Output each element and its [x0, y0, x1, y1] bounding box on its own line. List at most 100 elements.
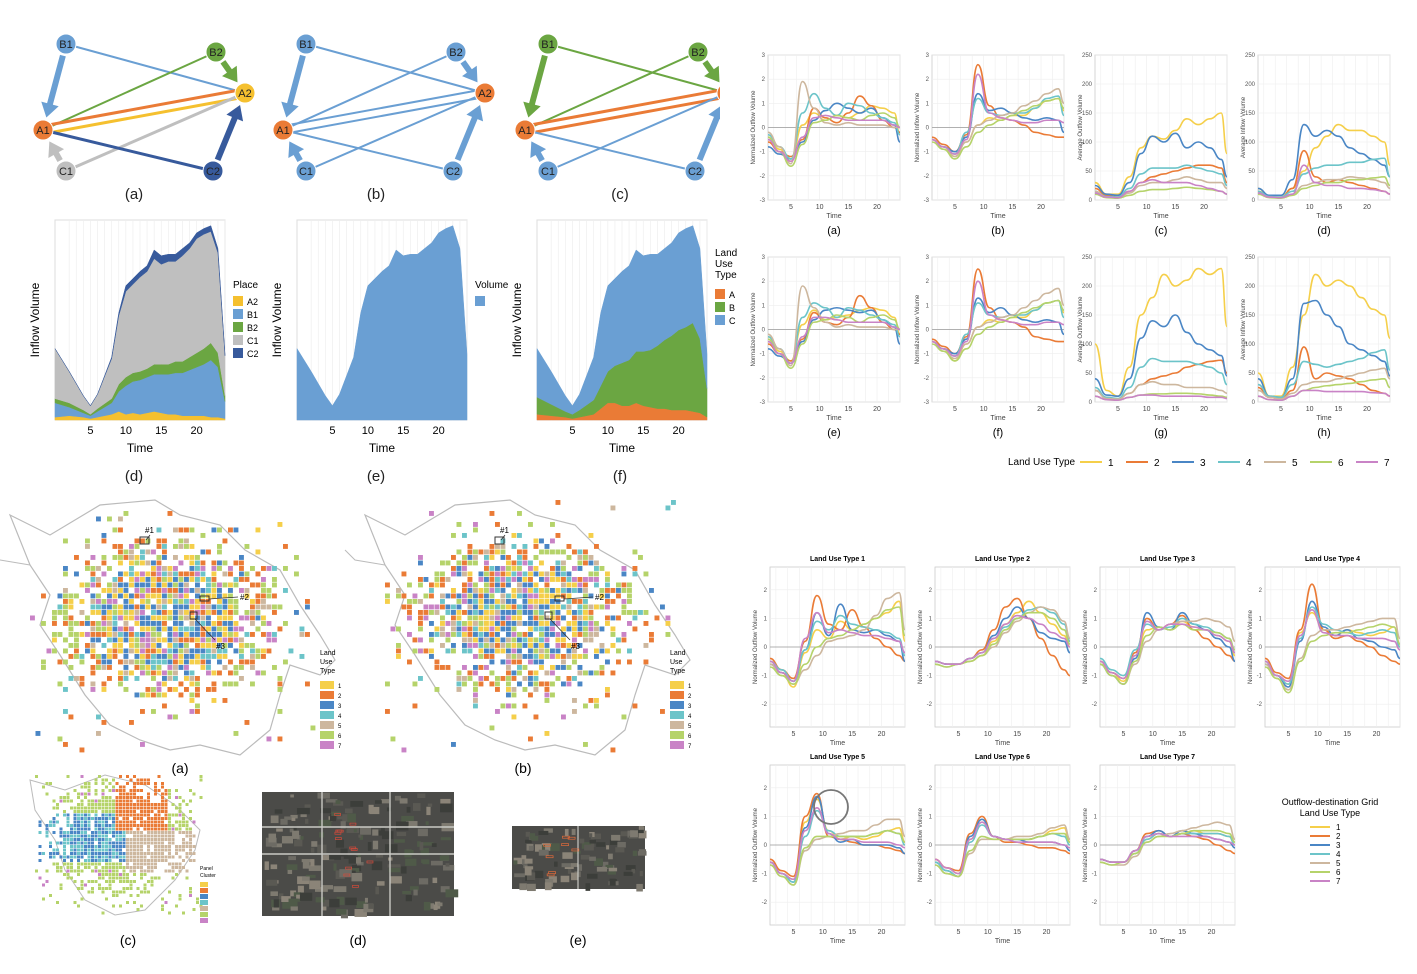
map-cell [233, 610, 239, 615]
cluster-cell [126, 806, 129, 810]
map-cell [533, 681, 539, 687]
map-cell [228, 588, 233, 593]
map-cell [550, 522, 555, 527]
y-tick-label: 50 [1248, 169, 1255, 175]
cluster-cell [143, 887, 147, 890]
map-cell [445, 593, 451, 599]
satellite-block [325, 799, 338, 803]
map-cell [79, 582, 85, 588]
map-cell [272, 637, 277, 643]
cluster-cell [80, 827, 84, 831]
map-cell [544, 544, 550, 549]
map-cell [206, 626, 211, 632]
map-cell [517, 571, 522, 577]
map-cell [583, 648, 588, 654]
map-cell [134, 621, 140, 626]
map-cell [299, 632, 305, 637]
map-cell [627, 599, 632, 604]
y-tick-label: 0 [764, 645, 768, 651]
map-cell [456, 571, 462, 577]
map-cell [96, 632, 101, 637]
map-cell [583, 549, 588, 555]
cluster-cell [140, 838, 143, 841]
map-cell [605, 604, 610, 610]
x-tick-label: 5 [87, 425, 93, 437]
map-cell [189, 621, 195, 626]
map-cell [440, 626, 445, 632]
map-cell [173, 670, 178, 676]
legend-swatch [200, 906, 208, 911]
cluster-cell [112, 820, 115, 824]
map-cell [178, 615, 184, 621]
map-cell [643, 643, 649, 648]
cluster-cell [122, 834, 126, 838]
network-edge [547, 43, 720, 93]
cluster-cell [94, 806, 98, 810]
network-arrowhead [281, 101, 299, 118]
map-cell [277, 604, 283, 610]
map-cell [605, 659, 610, 665]
satellite-block [608, 867, 618, 872]
cluster-cell [171, 803, 175, 806]
cluster-cell [63, 855, 66, 859]
map-cell [561, 714, 566, 720]
cluster-cell [80, 806, 84, 810]
cluster-cell [150, 817, 154, 820]
cluster-cell [63, 841, 66, 845]
map-cell [63, 538, 68, 544]
line-series-5 [767, 285, 900, 367]
map-cell [178, 665, 184, 670]
map-cell [451, 610, 456, 615]
map-cell [129, 632, 134, 637]
map-cell [533, 615, 539, 621]
map-cell [621, 582, 627, 588]
map-cell [90, 654, 96, 659]
network-node-label: C2 [206, 166, 220, 178]
map-cell [407, 610, 412, 615]
cluster-cell [98, 862, 101, 866]
map-cell [671, 500, 676, 505]
y-tick-label: 1 [762, 101, 766, 107]
cluster-cell [49, 782, 52, 785]
cluster-cell [168, 789, 171, 792]
map-cell [101, 626, 107, 632]
cluster-cell [147, 845, 150, 848]
cluster-cell [101, 876, 105, 880]
map-cell [222, 599, 228, 604]
cluster-cell [52, 799, 56, 803]
map-cell [145, 599, 151, 604]
cluster-cell [171, 834, 175, 838]
y-tick-label: 2 [1259, 588, 1263, 594]
cluster-cell [154, 841, 157, 845]
map-cell [156, 593, 162, 599]
satellite-block [286, 864, 298, 871]
map-cell [123, 571, 129, 577]
map-cell [107, 566, 112, 571]
map-cell [511, 632, 517, 637]
cluster-cell [112, 876, 115, 880]
map-cell [200, 643, 206, 648]
x-tick-label: 20 [1037, 406, 1045, 413]
map-cell [261, 670, 266, 676]
legend-swatch [715, 302, 725, 312]
legend-swatch [200, 918, 208, 923]
satellite-block [329, 898, 340, 908]
map-cell [129, 599, 134, 604]
cluster-cell [91, 862, 94, 866]
x-tick-label: 20 [1037, 204, 1045, 211]
map-cell [195, 555, 200, 560]
map-cell [572, 626, 577, 632]
network-arrowhead [466, 105, 484, 122]
network-arrow-shaft [214, 111, 240, 162]
map-cell [462, 637, 467, 643]
cluster-cell [143, 806, 147, 810]
cluster-cell [171, 813, 175, 817]
map-cell [528, 615, 533, 621]
cluster-cell [182, 866, 185, 869]
cluster-cell [136, 866, 140, 869]
cluster-cell [154, 838, 157, 841]
map-cell [151, 676, 156, 681]
cluster-cell [94, 820, 98, 824]
legend-swatch [233, 335, 243, 345]
map-cell [561, 626, 566, 632]
